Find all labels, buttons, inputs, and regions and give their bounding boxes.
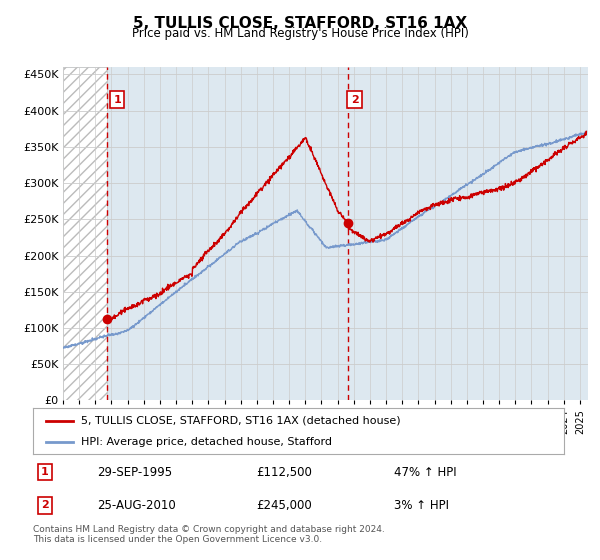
- Text: HPI: Average price, detached house, Stafford: HPI: Average price, detached house, Staf…: [81, 437, 332, 447]
- Text: 47% ↑ HPI: 47% ↑ HPI: [394, 466, 457, 479]
- Text: £245,000: £245,000: [256, 499, 312, 512]
- Text: Contains HM Land Registry data © Crown copyright and database right 2024.
This d: Contains HM Land Registry data © Crown c…: [33, 525, 385, 544]
- Bar: [63, 67, 107, 400]
- Text: 2: 2: [351, 95, 358, 105]
- Text: 5, TULLIS CLOSE, STAFFORD, ST16 1AX: 5, TULLIS CLOSE, STAFFORD, ST16 1AX: [133, 16, 467, 31]
- Text: 2: 2: [41, 501, 49, 510]
- Text: £112,500: £112,500: [256, 466, 312, 479]
- Text: Price paid vs. HM Land Registry's House Price Index (HPI): Price paid vs. HM Land Registry's House …: [131, 27, 469, 40]
- Text: 25-AUG-2010: 25-AUG-2010: [97, 499, 175, 512]
- Text: 5, TULLIS CLOSE, STAFFORD, ST16 1AX (detached house): 5, TULLIS CLOSE, STAFFORD, ST16 1AX (det…: [81, 416, 400, 426]
- Text: 1: 1: [41, 468, 49, 477]
- Text: 29-SEP-1995: 29-SEP-1995: [97, 466, 172, 479]
- Text: 1: 1: [113, 95, 121, 105]
- Text: 3% ↑ HPI: 3% ↑ HPI: [394, 499, 449, 512]
